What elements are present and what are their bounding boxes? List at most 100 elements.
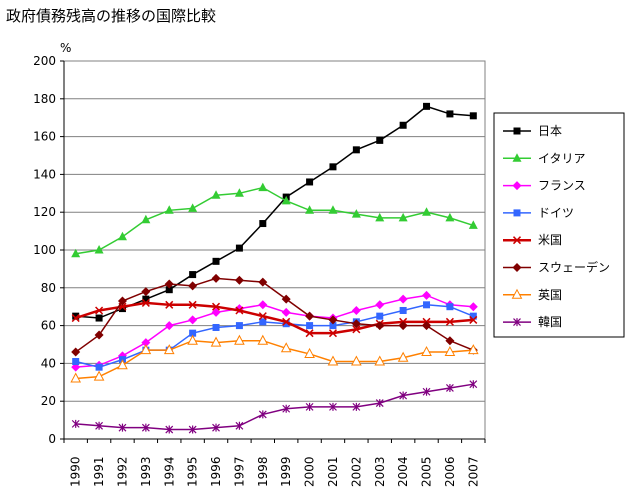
series-3 <box>72 301 477 371</box>
data-point <box>258 312 267 321</box>
data-point <box>422 387 431 396</box>
data-point <box>141 423 150 432</box>
data-point <box>212 423 220 432</box>
data-point <box>188 203 198 212</box>
data-point <box>468 302 478 312</box>
y-axis-unit: % <box>60 41 71 55</box>
data-point <box>305 311 315 321</box>
series-line <box>75 301 474 335</box>
data-point <box>512 181 522 191</box>
series-line <box>75 339 474 380</box>
series-4 <box>71 298 478 338</box>
data-point <box>398 212 408 222</box>
y-tick-label: 140 <box>33 167 56 181</box>
legend-label: フランス <box>538 179 586 193</box>
x-tick-label: 1999 <box>279 456 293 487</box>
x-tick-label: 1991 <box>92 456 106 487</box>
series-line <box>75 186 474 255</box>
data-point <box>512 263 522 272</box>
data-point <box>469 112 477 120</box>
data-point <box>468 220 478 229</box>
data-point <box>511 288 523 299</box>
x-tick-label: 1992 <box>115 456 129 487</box>
data-point <box>164 205 174 214</box>
x-tick-label: 1998 <box>256 456 270 487</box>
x-tick-label: 2001 <box>326 456 340 487</box>
data-point <box>469 312 477 320</box>
data-point <box>188 425 197 434</box>
data-point <box>469 380 478 389</box>
data-point <box>282 317 291 326</box>
data-point <box>163 344 175 355</box>
data-point <box>352 146 360 154</box>
y-axis: 0 20 40 60 80 100 120 140 160 180 200 <box>33 54 65 446</box>
data-point <box>329 163 337 171</box>
data-point <box>399 121 407 129</box>
data-point <box>467 344 479 355</box>
y-tick-label: 0 <box>48 432 56 446</box>
data-point <box>211 302 221 311</box>
data-point <box>445 336 455 346</box>
data-point <box>95 363 103 371</box>
legend-label: 米国 <box>538 233 562 247</box>
legend-label: スウェーデン <box>538 260 610 275</box>
data-point <box>257 334 269 345</box>
data-point <box>306 178 314 186</box>
series-line <box>75 294 474 368</box>
data-point <box>446 110 454 118</box>
data-point <box>165 425 174 434</box>
data-point <box>281 307 291 317</box>
data-point <box>187 334 198 345</box>
data-point <box>258 182 268 192</box>
data-point <box>118 305 126 313</box>
series-group <box>70 102 479 434</box>
data-point <box>351 355 362 366</box>
data-point <box>513 127 521 135</box>
data-point <box>352 325 361 334</box>
data-point <box>398 294 408 304</box>
data-point <box>164 321 174 331</box>
data-point <box>94 245 104 254</box>
data-point <box>211 190 221 199</box>
data-point <box>328 329 338 338</box>
x-tick-label: 2004 <box>396 456 410 487</box>
data-point <box>445 212 455 222</box>
data-point <box>259 318 267 326</box>
series-line <box>75 277 474 353</box>
data-point <box>234 334 245 345</box>
data-point <box>513 209 521 217</box>
grid <box>64 98 485 402</box>
data-point <box>328 315 338 325</box>
data-point <box>259 220 267 228</box>
legend-box <box>493 112 625 338</box>
x-tick-label: 2006 <box>443 456 457 487</box>
data-point <box>117 296 127 306</box>
data-point <box>142 295 150 303</box>
data-point <box>234 275 244 285</box>
data-point <box>212 257 220 265</box>
data-point <box>512 153 522 162</box>
data-point <box>117 359 128 370</box>
series-7 <box>71 380 478 434</box>
series-line <box>75 105 474 319</box>
legend-label: イタリア <box>538 151 586 165</box>
data-point <box>188 281 198 291</box>
data-point <box>188 315 198 325</box>
data-point <box>329 322 337 330</box>
data-point <box>305 205 315 214</box>
x-tick-label: 1990 <box>69 456 83 487</box>
y-tick-label: 60 <box>41 319 56 333</box>
data-point <box>422 207 432 216</box>
series-line <box>75 383 474 431</box>
data-point <box>140 344 152 355</box>
data-point <box>445 317 454 326</box>
data-point <box>444 345 456 357</box>
data-point <box>423 102 431 110</box>
legend-item: 日本 <box>503 124 562 138</box>
x-tick-label: 2005 <box>420 456 434 487</box>
data-point <box>397 351 409 362</box>
data-point <box>351 319 361 329</box>
data-point <box>71 347 81 357</box>
